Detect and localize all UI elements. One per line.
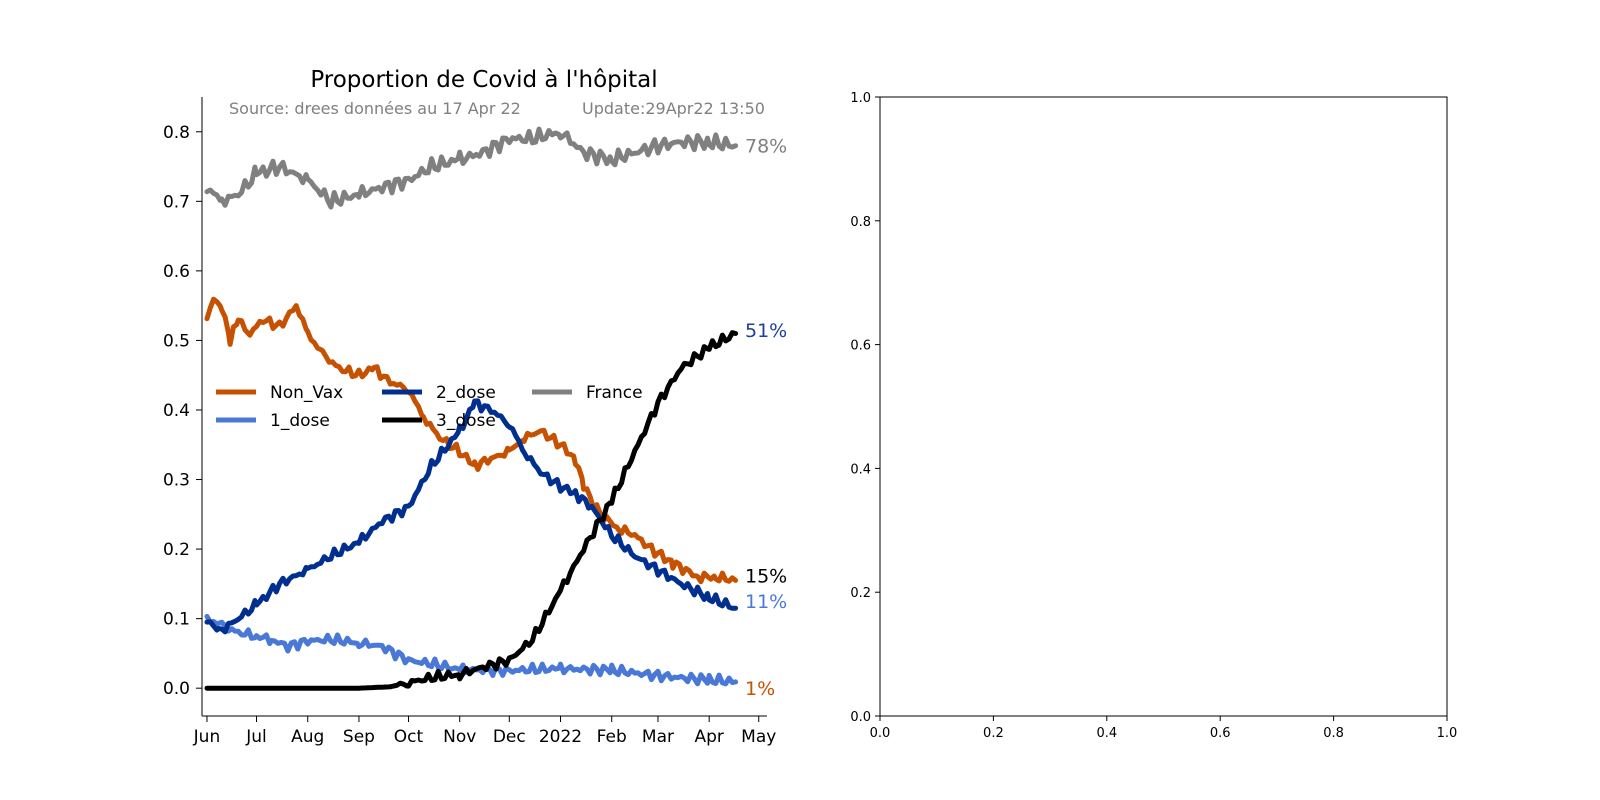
y-tick-label: 0.5 <box>163 331 190 351</box>
y-tick-label: 0.6 <box>163 262 190 282</box>
y-tick-label: 0.0 <box>163 679 190 699</box>
chart-subtitle-update: Update:29Apr22 13:50 <box>582 99 765 118</box>
end-label-france: 78% <box>745 136 787 158</box>
series-line-3-dose <box>204 330 739 691</box>
x-tick-label: Dec <box>493 727 526 747</box>
legend-entry-non-vax: Non_Vax <box>216 383 343 403</box>
y-tick-label: 0.8 <box>163 123 190 143</box>
y-tick-label: 0.1 <box>163 610 190 630</box>
legend-entry-1-dose: 1_dose <box>216 411 330 431</box>
legend-entry-2-dose: 2_dose <box>382 383 496 403</box>
y-ticks: 0.0 0.1 0.2 0.3 0.4 0.5 0.6 0.7 0.8 <box>163 123 202 699</box>
x-tick-label: May <box>741 727 776 747</box>
x-tick-label: 0.8 <box>1323 726 1344 741</box>
legend-label: 1_dose <box>270 411 330 431</box>
legend-label: 3_dose <box>436 411 496 431</box>
x-tick-label: Jun <box>193 727 221 747</box>
series-line-non-vax <box>204 296 739 585</box>
axes-frame <box>879 96 1448 717</box>
x-tick-label: Oct <box>394 727 424 747</box>
chart-subtitle-source: Source: drees données au 17 Apr 22 <box>229 99 521 118</box>
end-label-2-dose: 51% <box>745 320 787 342</box>
series-line-france <box>204 126 739 210</box>
x-tick-label: 1.0 <box>1437 726 1458 741</box>
y-tick-label: 0.0 <box>850 710 871 725</box>
legend-entry-france: France <box>532 383 643 403</box>
y-ticks: 0.0 0.2 0.4 0.6 0.8 1.0 <box>850 91 880 725</box>
series-end-labels: 1% 11% 51% 15% 78% <box>745 136 787 700</box>
x-ticks: Jun Jul Aug Sep Oct Nov Dec 2022 Feb Mar Apr May <box>193 716 776 747</box>
y-tick-label: 0.3 <box>163 471 190 491</box>
y-tick-label: 0.4 <box>850 462 871 477</box>
x-tick-label: Nov <box>443 727 476 747</box>
empty-axes-chart: 0.0 0.2 0.4 0.6 0.8 1.0 0.0 0.2 0.4 0.6 0.8 1.0 <box>850 91 1457 741</box>
y-tick-label: 0.7 <box>163 192 190 212</box>
x-tick-label: Feb <box>597 727 627 747</box>
x-tick-label: 0.0 <box>870 726 891 741</box>
end-label-1-dose: 11% <box>745 591 787 613</box>
x-tick-label: Mar <box>642 727 674 747</box>
series-line-2-dose <box>204 398 739 635</box>
y-tick-label: 0.4 <box>163 401 190 421</box>
series-lines <box>204 126 739 691</box>
x-tick-label: 2022 <box>539 727 582 747</box>
x-tick-label: Apr <box>694 727 723 747</box>
y-tick-label: 1.0 <box>850 91 871 106</box>
x-ticks: 0.0 0.2 0.4 0.6 0.8 1.0 <box>870 716 1458 741</box>
x-tick-label: 0.6 <box>1210 726 1231 741</box>
x-tick-label: Sep <box>343 727 375 747</box>
x-tick-label: 0.2 <box>983 726 1004 741</box>
y-tick-label: 0.2 <box>163 540 190 560</box>
legend-label: France <box>586 383 643 403</box>
end-label-3-dose: 15% <box>745 566 787 588</box>
x-tick-label: Aug <box>291 727 324 747</box>
legend: Non_Vax 1_dose 2_dose 3_dose France <box>216 383 643 431</box>
y-tick-label: 0.2 <box>850 586 871 601</box>
hospital-proportion-chart: Proportion de Covid à l'hôpital Source: … <box>163 67 787 747</box>
y-tick-label: 0.8 <box>850 215 871 230</box>
x-tick-label: Jul <box>245 727 267 747</box>
end-label-non-vax: 1% <box>745 678 775 700</box>
y-tick-label: 0.6 <box>850 339 871 354</box>
legend-entry-3-dose: 3_dose <box>382 411 496 431</box>
legend-label: Non_Vax <box>270 383 343 403</box>
chart-title: Proportion de Covid à l'hôpital <box>310 67 657 93</box>
legend-label: 2_dose <box>436 383 496 403</box>
x-tick-label: 0.4 <box>1096 726 1117 741</box>
